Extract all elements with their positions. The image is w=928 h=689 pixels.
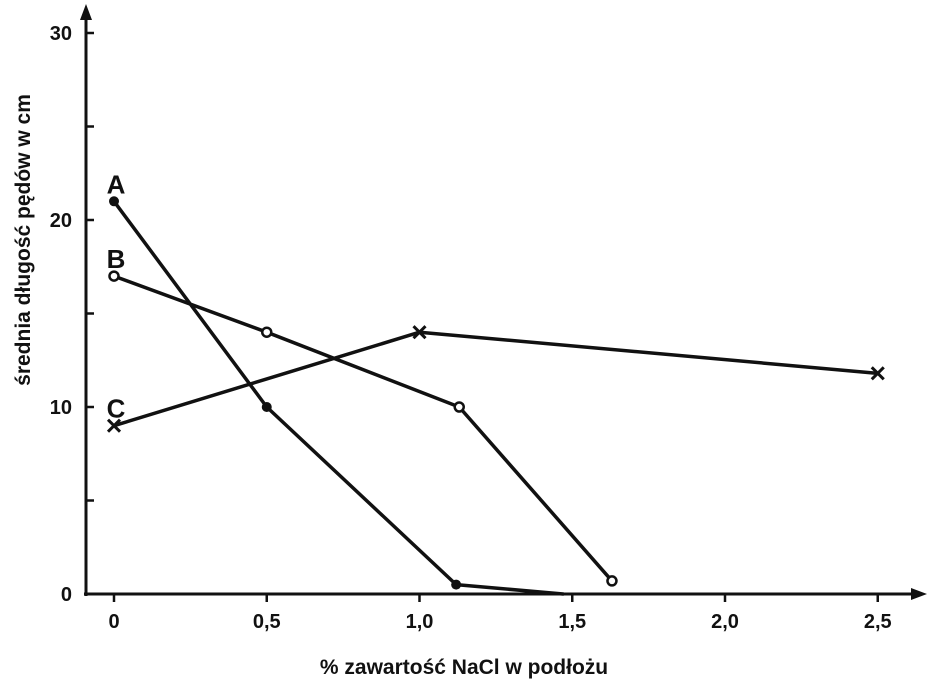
series-label-a: A <box>107 169 126 199</box>
y-tick-label: 30 <box>50 23 72 45</box>
series-labels: A B C <box>107 169 126 423</box>
series-markers <box>106 196 885 590</box>
x-tick-label: 0,5 <box>253 611 281 633</box>
series-label-c: C <box>107 394 126 424</box>
series-label-b: B <box>107 244 126 274</box>
y-axis-arrow <box>80 4 92 20</box>
axes <box>80 4 927 600</box>
y-tick-label: 10 <box>50 397 72 419</box>
data-point-a <box>109 196 119 207</box>
x-tick-label: 1,5 <box>558 611 586 633</box>
y-tick-label: 20 <box>50 210 72 232</box>
x-tick-label: 1,0 <box>406 611 434 633</box>
x-axis-arrow <box>911 588 927 600</box>
data-point-c <box>870 366 885 381</box>
y-axis-title: średnia długość pędów w cm <box>12 94 35 386</box>
x-tick-label: 0 <box>108 611 119 633</box>
data-point-b <box>261 326 273 338</box>
axis-ticks: 0 10 20 30 0 0,5 1,0 1,5 2,0 2,5 <box>50 23 892 633</box>
x-tick-label: 2,5 <box>864 611 892 633</box>
data-point-b <box>108 270 120 282</box>
series-line-a <box>112 199 565 596</box>
series-line-b <box>112 274 614 583</box>
cross-stroke <box>106 418 122 433</box>
data-point-a <box>451 579 462 590</box>
data-point-c <box>412 325 427 340</box>
x-axis-title: % zawartość NaCl w podłożu <box>320 656 608 679</box>
cross-stroke <box>870 366 885 381</box>
x-tick-label: 2,0 <box>711 611 739 633</box>
data-point-a <box>261 402 272 412</box>
y-tick-label: 0 <box>61 584 72 606</box>
data-point-b <box>606 575 618 587</box>
data-point-c <box>106 418 122 433</box>
data-point-b <box>453 401 465 413</box>
cross-stroke <box>412 325 427 340</box>
series-line-c <box>112 330 880 428</box>
series-lines <box>112 199 880 596</box>
